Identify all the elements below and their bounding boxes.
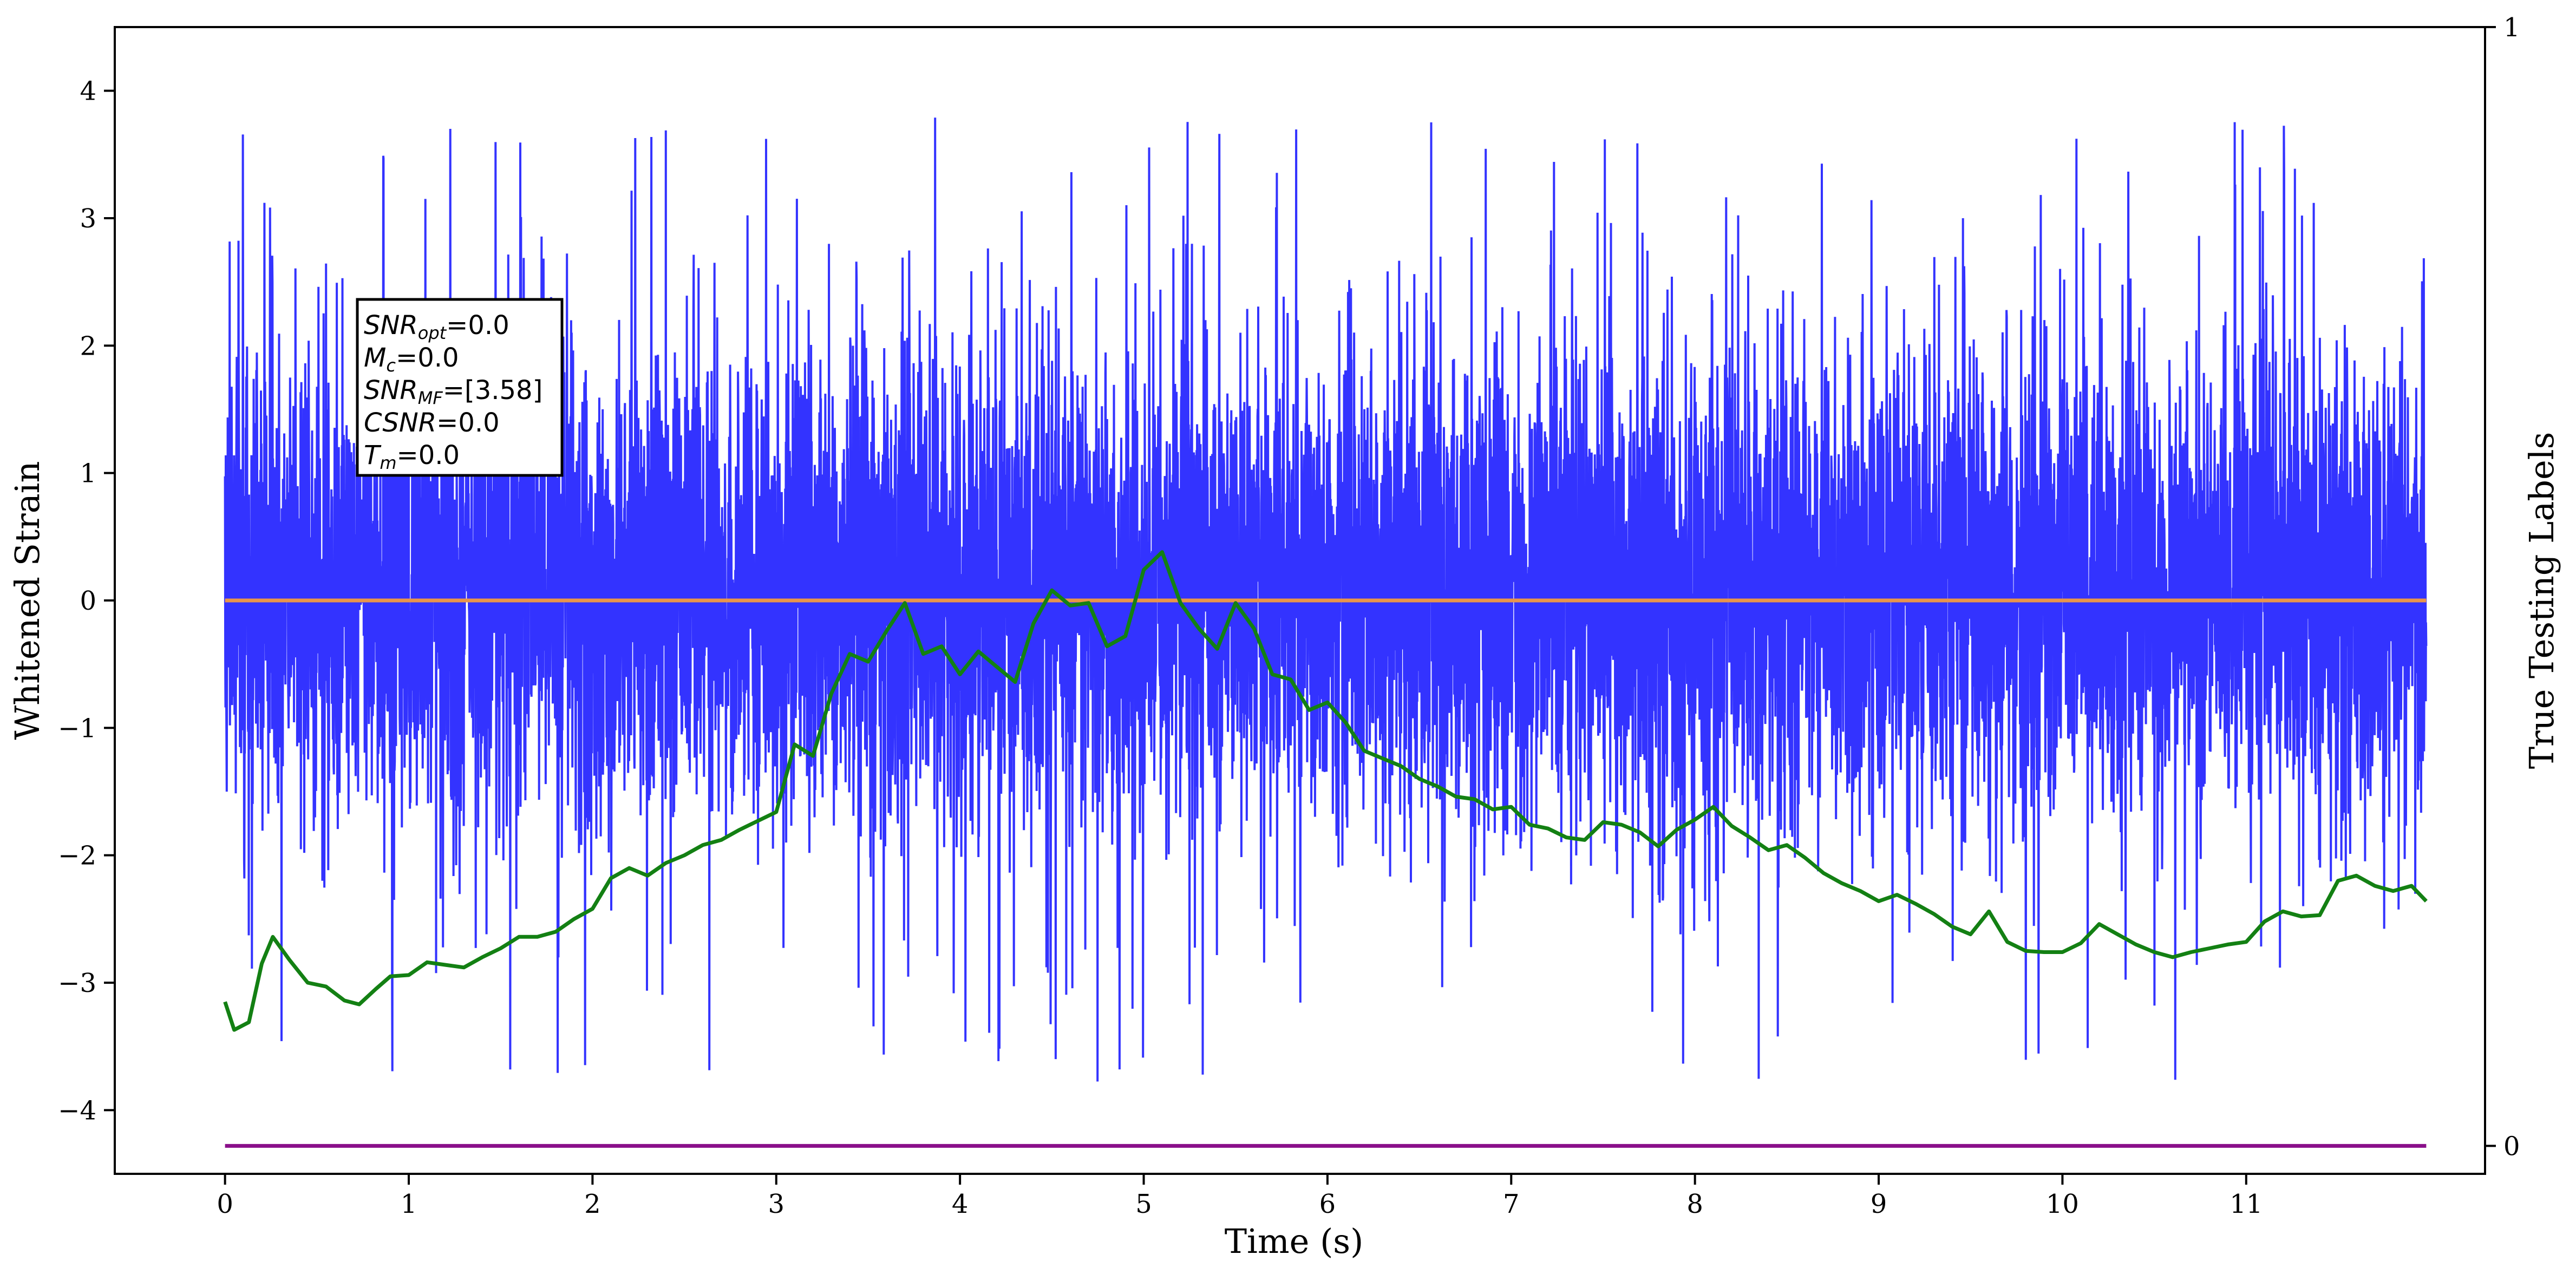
x-tick-label: 2 — [584, 1189, 601, 1219]
annotation-snr-opt: SNRopt=0.0 — [364, 310, 509, 343]
whitened-strain-line — [224, 117, 2428, 1082]
y2-tick-label: 1 — [2503, 12, 2520, 43]
x-tick-label: 4 — [952, 1189, 969, 1219]
x-tick-label: 0 — [217, 1189, 233, 1219]
envelope-line — [223, 550, 2428, 1032]
annotation-box: SNRopt=0.0 Mc=0.0 SNRMF=[3.58] CSNR=0.0 … — [356, 298, 564, 477]
y-tick-label: −4 — [58, 1095, 96, 1126]
y-axis-ticks: 4 3 2 1 0 −1 −2 −3 −4 — [58, 76, 115, 1126]
y2-axis-ticks: 10 — [2485, 12, 2520, 1161]
x-tick-label: 11 — [2230, 1189, 2263, 1219]
y-tick-label: 1 — [80, 459, 96, 489]
y-axis-title: Whitened Strain — [8, 461, 47, 740]
x-axis-ticks: 0 1 2 3 4 5 6 7 8 9 10 11 — [217, 1174, 2263, 1219]
annotation-mc: Mc=0.0 — [364, 343, 459, 376]
whitened-strain-series — [224, 117, 2428, 1082]
y2-axis-title: True Testing Labels — [2522, 432, 2561, 769]
x-tick-label: 8 — [1686, 1189, 1703, 1219]
x-tick-label: 5 — [1135, 1189, 1152, 1219]
y-tick-label: −1 — [58, 713, 96, 743]
x-tick-label: 10 — [2046, 1189, 2079, 1219]
y-tick-label: 2 — [80, 331, 96, 361]
y-tick-label: 4 — [80, 76, 96, 107]
x-tick-label: 1 — [401, 1189, 417, 1219]
y2-tick-label: 0 — [2503, 1131, 2520, 1161]
y-tick-label: −2 — [58, 841, 96, 871]
x-tick-label: 7 — [1503, 1189, 1520, 1219]
x-tick-label: 9 — [1871, 1189, 1887, 1219]
y-tick-label: −3 — [58, 968, 96, 998]
annotation-csnr: CSNR=0.0 — [364, 408, 500, 438]
annotation-tm: Tm=0.0 — [364, 440, 460, 473]
y-tick-label: 3 — [80, 204, 96, 234]
x-tick-label: 6 — [1319, 1189, 1336, 1219]
x-tick-label: 3 — [768, 1189, 784, 1219]
y-tick-label: 0 — [80, 586, 96, 616]
annotation-snr-mf: SNRMF=[3.58] — [364, 375, 542, 408]
x-axis-title: Time (s) — [1225, 1221, 1364, 1261]
